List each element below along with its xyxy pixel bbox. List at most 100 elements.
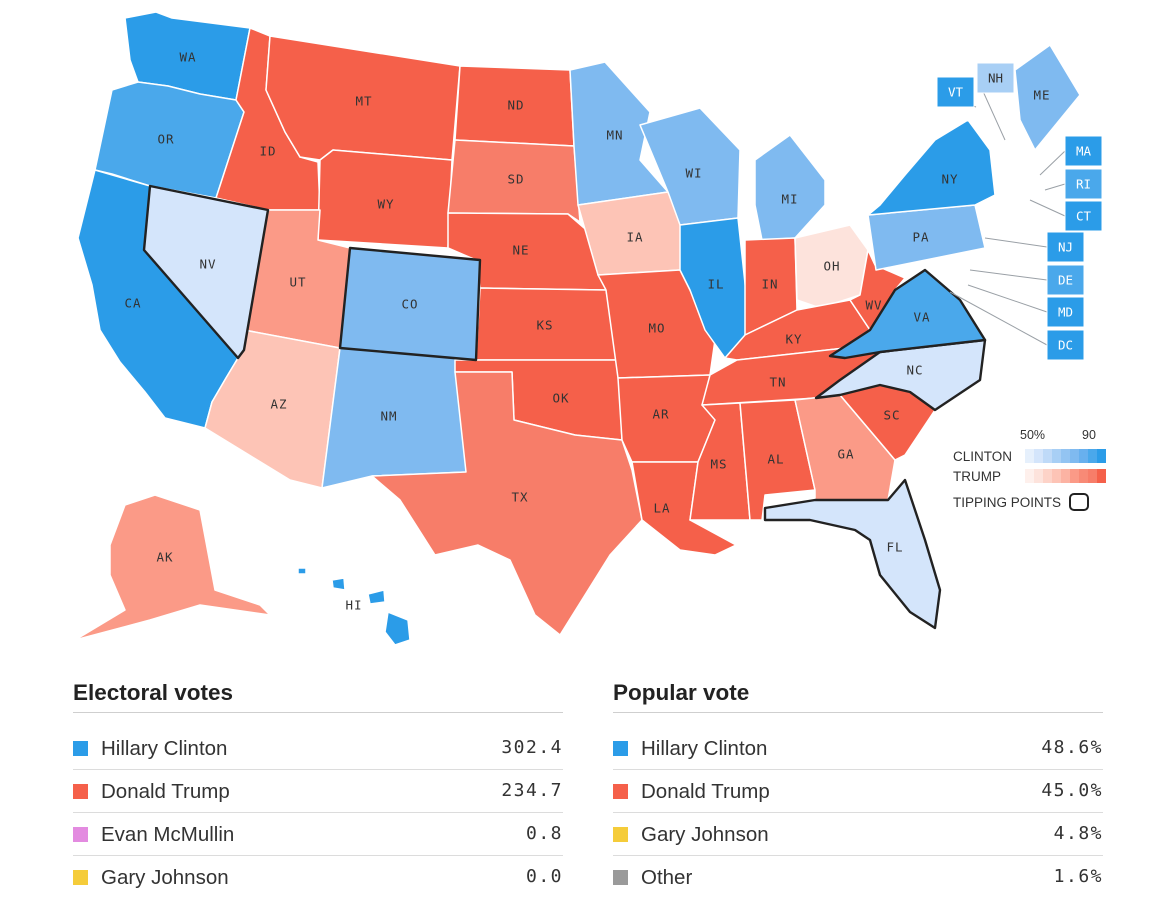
leader-line-nj (984, 237, 1048, 248)
candidate-color-swatch (613, 784, 628, 799)
state-label-wa: WA (179, 50, 196, 65)
state-box-label-md: MD (1058, 305, 1073, 320)
state-hi[interactable] (297, 567, 411, 646)
state-label-mi: MI (781, 192, 798, 207)
state-fl[interactable] (763, 478, 942, 630)
small-state-boxes: VT NH MA RI CT NJ DE MD DC (936, 62, 1103, 361)
candidate-name: Gary Johnson (641, 823, 769, 846)
leader-line-ma (1039, 150, 1066, 176)
us-electoral-map: VT NH MA RI CT NJ DE MD DC WA OR CA NV ID MT WY UT AZ CO N… (74, 11, 1103, 646)
electoral-row: Hillary Clinton 302.4 (73, 727, 563, 770)
state-label-ak: AK (156, 550, 173, 565)
candidate-name: Evan McMullin (101, 823, 235, 846)
electoral-votes-title: Electoral votes (73, 674, 563, 713)
candidate-name: Hillary Clinton (101, 737, 228, 760)
legend-trump-row: TRUMP (953, 468, 1106, 484)
state-label-sc: SC (883, 408, 900, 423)
state-label-ia: IA (626, 230, 643, 245)
state-co[interactable] (338, 246, 482, 362)
state-label-sd: SD (507, 172, 524, 187)
state-box-ct[interactable] (1064, 200, 1103, 232)
state-box-label-nh: NH (988, 71, 1003, 86)
state-mi[interactable] (754, 134, 826, 241)
state-ny[interactable] (867, 119, 996, 216)
trump-ramp-step-0 (1025, 469, 1034, 483)
popular-row: Hillary Clinton 48.6% (613, 727, 1103, 770)
state-box-label-ri: RI (1076, 177, 1091, 192)
trump-ramp-step-1 (1034, 469, 1043, 483)
trump-ramp-step-3 (1052, 469, 1061, 483)
electoral-value: 234.7 (501, 780, 563, 801)
state-nc[interactable] (814, 338, 987, 412)
popular-value: 45.0% (1041, 780, 1103, 801)
state-label-mt: MT (355, 94, 372, 109)
state-label-me: ME (1033, 88, 1050, 103)
state-va[interactable] (828, 268, 987, 360)
clinton-ramp-step-0 (1025, 449, 1034, 463)
state-ak[interactable] (74, 494, 271, 641)
candidate-name: Donald Trump (641, 780, 770, 803)
candidate-name: Donald Trump (101, 780, 230, 803)
legend-clinton-ramp (1025, 449, 1106, 463)
clinton-ramp-step-6 (1079, 449, 1088, 463)
state-il[interactable] (679, 217, 751, 359)
state-shapes (74, 11, 1081, 646)
state-label-wv: WV (865, 298, 882, 313)
electoral-row: Gary Johnson 0.0 (73, 856, 563, 898)
state-sd[interactable] (447, 139, 581, 223)
state-label-ms: MS (710, 457, 727, 472)
state-box-label-nj: NJ (1058, 240, 1073, 255)
legend-clinton-label: CLINTON (953, 448, 1013, 464)
state-nv[interactable] (142, 184, 270, 360)
state-nm[interactable] (321, 347, 477, 489)
tipping-point-outline-swatch (1069, 493, 1090, 511)
state-me[interactable] (1014, 44, 1081, 151)
state-box-ma[interactable] (1064, 135, 1103, 167)
state-box-nh[interactable] (976, 62, 1015, 94)
leader-line-dc (949, 291, 1048, 346)
legend-tipping-label: TIPPING POINTS (953, 494, 1062, 510)
state-label-ok: OK (552, 391, 569, 406)
electoral-votes-panel: Electoral votes Hillary Clinton 302.4 Dona… (73, 674, 563, 898)
state-box-md[interactable] (1046, 296, 1085, 328)
legend-scale-high: 90 (1082, 428, 1096, 442)
trump-ramp-step-6 (1079, 469, 1088, 483)
candidate-name: Gary Johnson (101, 866, 229, 889)
legend-trump-label: TRUMP (953, 468, 1001, 484)
state-label-in: IN (761, 277, 778, 292)
state-label-ks: KS (536, 318, 553, 333)
electoral-row: Evan McMullin 0.8 (73, 813, 563, 856)
state-labels: WA OR CA NV ID MT WY UT AZ CO NM ND SD NE KS OK TX MN IA MO… (124, 50, 1050, 613)
state-box-de[interactable] (1046, 264, 1085, 296)
candidate-color-swatch (613, 870, 628, 885)
electoral-value: 0.0 (525, 866, 563, 887)
leader-line-ri (1044, 183, 1066, 191)
state-box-nj[interactable] (1046, 231, 1085, 263)
candidate-color-swatch (73, 741, 88, 756)
state-label-nc: NC (906, 363, 923, 378)
legend-clinton-row: CLINTON (953, 448, 1106, 464)
state-wy[interactable] (317, 149, 453, 249)
state-label-ar: AR (652, 407, 669, 422)
candidate-color-swatch (613, 827, 628, 842)
trump-ramp-step-4 (1061, 469, 1070, 483)
state-label-ga: GA (837, 447, 854, 462)
electoral-value: 0.8 (525, 823, 563, 844)
candidate-name: Hillary Clinton (641, 737, 768, 760)
state-label-mn: MN (606, 128, 623, 143)
popular-row: Gary Johnson 4.8% (613, 813, 1103, 856)
trump-ramp-step-2 (1043, 469, 1052, 483)
state-box-vt[interactable] (936, 76, 975, 108)
clinton-ramp-step-4 (1061, 449, 1070, 463)
state-box-label-de: DE (1058, 273, 1073, 288)
state-label-fl: FL (886, 540, 903, 555)
state-label-ne: NE (512, 243, 529, 258)
state-box-dc[interactable] (1046, 329, 1085, 361)
state-mn[interactable] (569, 61, 669, 206)
state-box-ri[interactable] (1064, 168, 1103, 200)
clinton-ramp-step-5 (1070, 449, 1079, 463)
clinton-ramp-step-8 (1097, 449, 1106, 463)
state-label-az: AZ (270, 397, 287, 412)
candidate-color-swatch (73, 870, 88, 885)
popular-row: Other 1.6% (613, 856, 1103, 898)
